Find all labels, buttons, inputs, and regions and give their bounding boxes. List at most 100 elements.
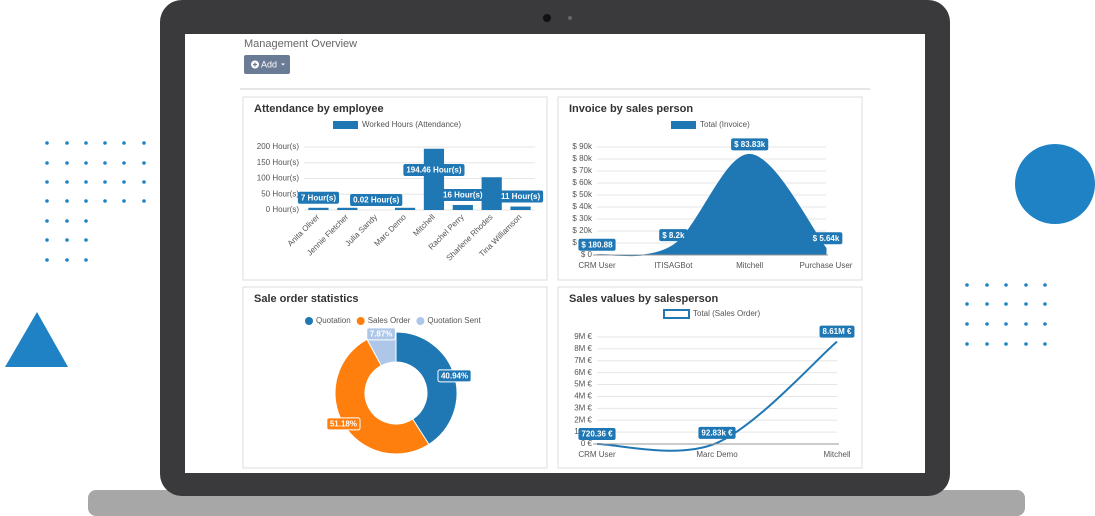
- legend-swatch: [356, 317, 365, 325]
- x-tick-label: Purchase User: [800, 261, 853, 270]
- value-label: $ 83.83k: [734, 140, 766, 149]
- dot: [84, 219, 88, 223]
- y-tick-label: 150 Hour(s): [257, 158, 300, 167]
- value-label: 51.18%: [330, 420, 357, 429]
- x-tick-label: ITISAGBot: [654, 261, 693, 270]
- y-tick-label: 2M €: [574, 415, 592, 424]
- dot: [965, 322, 969, 326]
- value-label-box: [659, 229, 688, 242]
- dot: [142, 180, 146, 184]
- bar: [510, 206, 531, 210]
- dot: [65, 258, 69, 262]
- y-tick-label: 9M €: [574, 332, 592, 341]
- dot: [103, 141, 107, 145]
- dot: [985, 283, 989, 287]
- dot: [1004, 342, 1008, 346]
- dot: [84, 141, 88, 145]
- button-label[interactable]: Add: [261, 59, 277, 69]
- decoration: [5, 141, 1095, 367]
- camera: [543, 14, 551, 22]
- value-label: 7.87%: [370, 329, 393, 338]
- value-label: $ 8.2k: [662, 231, 685, 240]
- value-label: 720.36 €: [581, 430, 613, 439]
- dot: [45, 238, 49, 242]
- value-label: $ 180.88: [581, 240, 613, 249]
- x-tick-label: CRM User: [578, 450, 616, 459]
- chart-title: Invoice by sales person: [569, 103, 693, 115]
- y-tick-label: 200 Hour(s): [257, 142, 300, 151]
- legend-label: Quotation Sent: [427, 316, 481, 325]
- dot: [965, 302, 969, 306]
- value-label: 8.61M €: [823, 327, 852, 336]
- dot: [45, 161, 49, 165]
- x-tick-label: CRM User: [578, 261, 616, 270]
- dot: [1004, 322, 1008, 326]
- y-tick-label: $ 90k: [572, 142, 593, 151]
- y-tick-label: $ 50k: [572, 190, 593, 199]
- bar: [423, 148, 445, 210]
- dot: [965, 342, 969, 346]
- y-tick-label: 8M €: [574, 344, 592, 353]
- value-label-box: [437, 369, 472, 383]
- legend-swatch: [416, 317, 425, 325]
- y-tick-label: $ 60k: [572, 178, 593, 187]
- dot: [1024, 302, 1028, 306]
- chart-title: Sales values by salesperson: [569, 293, 718, 305]
- chart-title: Attendance by employee: [254, 103, 384, 115]
- value-label-box: [403, 164, 465, 176]
- dot: [103, 180, 107, 184]
- dot: [84, 238, 88, 242]
- triangle: [5, 312, 68, 367]
- dot: [1024, 322, 1028, 326]
- x-tick-label: Mitchell: [736, 261, 763, 270]
- dot: [142, 161, 146, 165]
- value-label-box: [440, 188, 486, 201]
- value-label-box: [350, 193, 403, 206]
- x-tick-label: Marc Demo: [696, 450, 738, 459]
- button-bg[interactable]: [244, 55, 290, 74]
- y-tick-label: $ 20k: [572, 226, 593, 235]
- value-label-box: [366, 327, 396, 341]
- charts: Attendance by employee 0 Hour(s) 50 Hour(s…: [242, 96, 863, 469]
- dot: [65, 238, 69, 242]
- value-label: 0.02 Hour(s): [353, 196, 400, 205]
- value-label-box: [809, 232, 843, 245]
- y-tick-label: 100 Hour(s): [257, 174, 300, 183]
- dot: [45, 258, 49, 262]
- plus-sign: [253, 62, 257, 67]
- dot: [142, 141, 146, 145]
- chart-panel: Sale order statistics Quotation Sales Orde…: [242, 286, 548, 469]
- bar: [308, 207, 329, 210]
- dot: [122, 199, 126, 203]
- bar: [394, 207, 416, 210]
- value-label-box: [297, 191, 339, 204]
- dot: [1043, 283, 1047, 287]
- y-tick-label: 50 Hour(s): [261, 189, 299, 198]
- dot: [65, 199, 69, 203]
- dot: [1024, 283, 1028, 287]
- value-label: 16 Hour(s): [443, 191, 483, 200]
- add-button[interactable]: Add: [244, 55, 290, 74]
- chart-title: Sale order statistics: [254, 293, 359, 305]
- dot: [84, 180, 88, 184]
- chart-panel: Attendance by employee 0 Hour(s) 50 Hour(s…: [242, 96, 548, 281]
- dot: [122, 161, 126, 165]
- dot: [1004, 302, 1008, 306]
- bar: [481, 177, 502, 210]
- dot: [1024, 342, 1028, 346]
- dot: [1043, 342, 1047, 346]
- y-tick-label: 6M €: [574, 368, 592, 377]
- dot: [84, 161, 88, 165]
- line: [596, 340, 838, 452]
- value-label: 11 Hour(s): [501, 192, 540, 201]
- dot: [45, 180, 49, 184]
- value-label: 40.94%: [441, 371, 468, 380]
- dot: [45, 141, 49, 145]
- dot: [985, 322, 989, 326]
- legend-label: Total (Invoice): [700, 120, 750, 129]
- legend-swatch: [333, 121, 358, 129]
- dot: [985, 342, 989, 346]
- bar: [452, 204, 473, 210]
- y-tick-label: 4M €: [574, 392, 592, 401]
- y-tick-label: $ 0: [581, 250, 593, 259]
